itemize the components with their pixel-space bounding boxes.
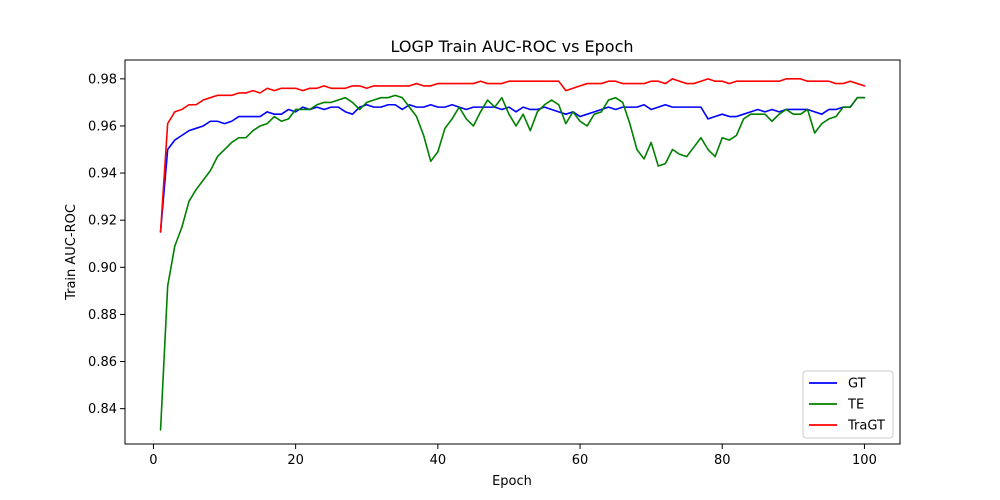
x-axis-label: Epoch bbox=[492, 474, 532, 489]
legend-label-gt: GT bbox=[848, 377, 866, 392]
y-tick-label: 0.88 bbox=[88, 308, 117, 323]
series-line-te bbox=[159, 94, 866, 431]
x-tick-label: 80 bbox=[714, 453, 731, 468]
plot-frame bbox=[124, 59, 901, 445]
x-tick-label: 20 bbox=[287, 453, 304, 468]
legend-label-te: TE bbox=[847, 398, 864, 413]
legend: GT TE TraGT bbox=[802, 370, 894, 439]
x-tick-label: 0 bbox=[149, 453, 157, 468]
legend-label-tragt: TraGT bbox=[847, 419, 885, 434]
y-tick-label: 0.90 bbox=[88, 261, 117, 276]
x-tick-label: 100 bbox=[852, 453, 877, 468]
y-tick-label: 0.96 bbox=[88, 119, 117, 134]
series-layer bbox=[159, 78, 866, 431]
y-tick-label: 0.92 bbox=[88, 214, 117, 229]
x-tick-label: 60 bbox=[572, 453, 589, 468]
y-axis: 0.84 0.86 0.88 0.90 0.92 0.94 0.96 0.98 bbox=[88, 72, 125, 417]
series-line-gt bbox=[159, 96, 866, 233]
chart-title: LOGP Train AUC-ROC vs Epoch bbox=[391, 37, 634, 56]
y-tick-label: 0.98 bbox=[88, 72, 117, 87]
x-axis: 0 20 40 60 80 100 bbox=[149, 444, 877, 468]
series-line-tragt bbox=[159, 78, 866, 233]
legend-box bbox=[802, 370, 894, 439]
y-axis-label: Train AUC-ROC bbox=[64, 204, 79, 301]
y-tick-label: 0.84 bbox=[88, 402, 117, 417]
y-tick-label: 0.86 bbox=[88, 355, 117, 370]
y-tick-label: 0.94 bbox=[88, 167, 117, 182]
x-tick-label: 40 bbox=[430, 453, 447, 468]
